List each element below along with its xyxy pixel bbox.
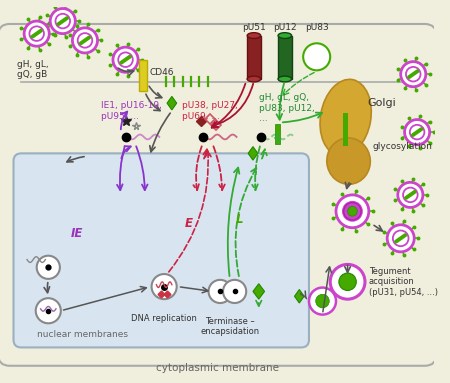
Ellipse shape [278, 33, 292, 38]
Circle shape [405, 119, 430, 145]
Circle shape [113, 47, 138, 72]
Text: cytoplasmic membrane: cytoplasmic membrane [156, 363, 279, 373]
FancyBboxPatch shape [0, 24, 436, 366]
Text: nuclear membranes: nuclear membranes [37, 331, 128, 339]
Ellipse shape [247, 76, 261, 82]
Circle shape [400, 62, 426, 87]
Circle shape [336, 195, 369, 228]
Circle shape [410, 125, 424, 139]
Circle shape [347, 206, 357, 216]
Circle shape [398, 182, 423, 208]
Circle shape [303, 43, 330, 70]
Circle shape [29, 26, 44, 41]
Ellipse shape [320, 79, 371, 156]
Text: CD46: CD46 [150, 68, 174, 77]
Text: glycosylation: glycosylation [373, 142, 432, 151]
Circle shape [72, 28, 98, 53]
Bar [275, 124, 280, 144]
Text: gH, gL,
gQ, gB: gH, gL, gQ, gB [18, 60, 49, 79]
Bar [278, 36, 292, 79]
Circle shape [55, 14, 70, 28]
Text: gH, gL, gQ,
pU83, pU12,
...: gH, gL, gQ, pU83, pU12, ... [259, 93, 315, 123]
Text: pU12: pU12 [273, 23, 297, 32]
Text: DNA replication: DNA replication [131, 314, 197, 322]
Text: IE: IE [71, 227, 83, 240]
Text: Terminase –
encapsidation: Terminase – encapsidation [200, 316, 259, 336]
Circle shape [309, 288, 336, 314]
Bar [343, 113, 347, 126]
Bar [247, 36, 261, 79]
FancyBboxPatch shape [14, 153, 309, 347]
Circle shape [393, 231, 409, 246]
Ellipse shape [278, 76, 292, 82]
Circle shape [387, 225, 414, 252]
Circle shape [406, 67, 420, 82]
Ellipse shape [247, 33, 261, 38]
Polygon shape [167, 97, 177, 110]
Circle shape [339, 273, 356, 290]
Polygon shape [253, 284, 265, 299]
Circle shape [37, 256, 60, 279]
Text: Golgi: Golgi [367, 98, 396, 108]
Polygon shape [248, 147, 258, 160]
Bar [343, 132, 347, 146]
Circle shape [24, 21, 49, 46]
Circle shape [152, 274, 177, 299]
Circle shape [78, 33, 92, 47]
Circle shape [36, 298, 61, 323]
Circle shape [118, 52, 133, 67]
Polygon shape [294, 290, 304, 303]
Circle shape [223, 280, 246, 303]
Text: E: E [184, 217, 192, 230]
Text: pU83: pU83 [305, 23, 328, 32]
Circle shape [208, 280, 232, 303]
Bar [139, 60, 147, 91]
Circle shape [344, 203, 361, 220]
Circle shape [316, 294, 329, 308]
Circle shape [50, 8, 75, 34]
Text: L: L [236, 213, 243, 226]
Circle shape [330, 264, 365, 299]
Text: Tegument
acquisition
(pU31, pU54, ...): Tegument acquisition (pU31, pU54, ...) [369, 267, 438, 297]
Text: IE1, pU16-19,
pU95, ...: IE1, pU16-19, pU95, ... [101, 101, 162, 121]
Text: pU38, pU27,
pU69, ...: pU38, pU27, pU69, ... [181, 101, 237, 121]
Circle shape [403, 188, 418, 202]
Ellipse shape [327, 138, 370, 184]
Text: pU51: pU51 [242, 23, 266, 32]
Circle shape [343, 202, 362, 221]
Bar [343, 123, 347, 136]
